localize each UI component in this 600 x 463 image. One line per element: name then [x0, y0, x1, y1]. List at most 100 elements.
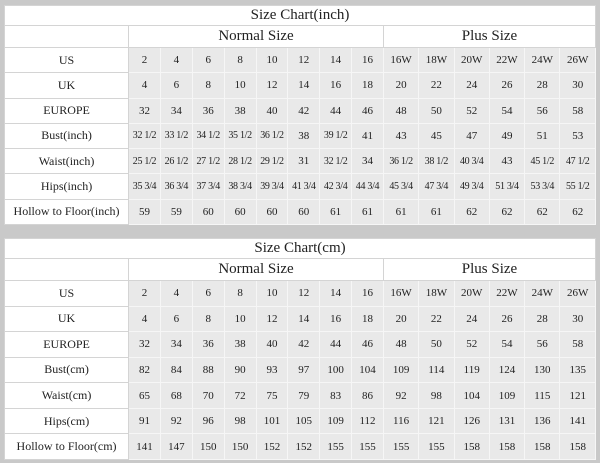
table-cell: 60 [255, 198, 289, 226]
table-row: Waist(inch) 25 1/2 26 1/2 27 1/2 28 1/2 29 1/… [3, 148, 596, 175]
table-cell: 155 [382, 433, 420, 460]
table-cell: 47 1/2 [559, 148, 596, 175]
table-cell: 104 [453, 382, 490, 409]
table-cell: 131 [488, 407, 526, 435]
table-cell: 97 [287, 356, 321, 384]
blank-header [3, 25, 130, 48]
table-cell: 26 1/2 [159, 148, 193, 175]
table-cell: 46 [351, 331, 384, 358]
row-label: Bust(cm) [3, 356, 130, 384]
table-cell: 72 [223, 382, 257, 409]
table-cell: 28 [524, 305, 561, 333]
row-label: Hollow to Floor(inch) [3, 198, 130, 226]
table-cell: 35 1/2 [223, 122, 257, 150]
table-cell: 37 3/4 [191, 173, 225, 200]
table-row: Waist(cm) 65 68 70 72 75 79 83 86 92 98 104 109 115 12… [3, 382, 596, 409]
table-cell: 26W [559, 46, 596, 74]
table-cell: 36 [191, 97, 225, 124]
table-cell: 54 [488, 97, 526, 124]
table-cell: 141 [559, 407, 596, 435]
table-cell: 84 [159, 356, 193, 384]
table-cell: 10 [223, 305, 257, 333]
table-cell: 155 [418, 433, 455, 460]
table-cell: 155 [351, 433, 384, 460]
table-cell: 6 [191, 46, 225, 74]
table-cell: 83 [319, 382, 353, 409]
table-cell: 25 1/2 [128, 148, 161, 175]
table-row: Hollow to Floor(inch) 59 59 60 60 60 60 61 61 61 6… [3, 198, 596, 226]
table-cell: 40 [255, 331, 289, 358]
table-cell: 56 [524, 331, 561, 358]
table-cell: 39 3/4 [255, 173, 289, 200]
table-cell: 2 [128, 280, 161, 307]
table-cell: 158 [559, 433, 596, 460]
row-label: UK [3, 305, 130, 333]
table-cell: 152 [287, 433, 321, 460]
table-cell: 68 [159, 382, 193, 409]
size-table: Size Chart(cm) Normal Size Plus Size US 2 4 6 8… [3, 238, 597, 460]
table-cell: 33 1/2 [159, 122, 193, 150]
table-cell: 135 [559, 356, 596, 384]
table-cell: 42 [287, 331, 321, 358]
table-cell: 41 3/4 [287, 173, 321, 200]
table-row: Bust(inch) 32 1/2 33 1/2 34 1/2 35 1/2 36 1/2… [3, 122, 596, 150]
table-cell: 61 [382, 198, 420, 226]
table-cell: 105 [287, 407, 321, 435]
table-cell: 16W [382, 46, 420, 74]
table-cell: 50 [418, 331, 455, 358]
table-cell: 40 3/4 [453, 148, 490, 175]
table-cell: 34 1/2 [191, 122, 225, 150]
table-cell: 109 [488, 382, 526, 409]
table-cell: 32 [128, 331, 161, 358]
table-cell: 55 1/2 [559, 173, 596, 200]
table-cell: 109 [382, 356, 420, 384]
table-cell: 130 [524, 356, 561, 384]
table-cell: 42 3/4 [319, 173, 353, 200]
table-cell: 93 [255, 356, 289, 384]
table-cell: 48 [382, 331, 420, 358]
table-cell: 49 3/4 [453, 173, 490, 200]
title-row: Size Chart(cm) [4, 238, 596, 259]
size-chart-inch: Size Chart(inch) Normal Size Plus Size US 2 4… [3, 5, 597, 226]
table-cell: 62 [488, 198, 526, 226]
table-cell: 43 [488, 148, 526, 175]
table-cell: 79 [287, 382, 321, 409]
table-cell: 12 [255, 72, 289, 99]
row-label: UK [3, 72, 130, 99]
table-cell: 20 [382, 305, 420, 333]
table-cell: 116 [382, 407, 420, 435]
table-cell: 75 [255, 382, 289, 409]
table-cell: 16 [351, 280, 384, 307]
table-cell: 36 1/2 [255, 122, 289, 150]
table-row: US 2 4 6 8 10 12 14 16 16W 18W 20W 22W 24W 26W [3, 280, 596, 307]
table-row: Bust(cm) 82 84 88 90 93 97 100 104 109 114 119 124 13… [3, 356, 596, 384]
table-cell: 114 [418, 356, 455, 384]
table-cell: 2 [128, 46, 161, 74]
table-cell: 12 [255, 305, 289, 333]
table-cell: 62 [559, 198, 596, 226]
chart-title: Size Chart(inch) [4, 5, 596, 26]
table-row: EUROPE 32 34 36 38 40 42 44 46 48 50 52 54 56 58 [3, 97, 596, 124]
row-label: Bust(inch) [3, 122, 130, 150]
table-cell: 48 [382, 97, 420, 124]
table-cell: 91 [128, 407, 161, 435]
row-label: US [3, 280, 130, 307]
table-cell: 92 [159, 407, 193, 435]
normal-size-header: Normal Size [128, 258, 384, 281]
table-cell: 86 [351, 382, 384, 409]
table-cell: 100 [319, 356, 353, 384]
table-row: US 2 4 6 8 10 12 14 16 16W 18W 20W 22W 24W 26W [3, 46, 596, 74]
table-cell: 22 [418, 305, 455, 333]
table-cell: 34 [159, 331, 193, 358]
table-cell: 155 [319, 433, 353, 460]
table-cell: 58 [559, 97, 596, 124]
table-cell: 16 [351, 46, 384, 74]
table-cell: 44 [319, 97, 353, 124]
row-label: EUROPE [3, 331, 130, 358]
table-cell: 47 [453, 122, 490, 150]
table-cell: 46 [351, 97, 384, 124]
table-cell: 30 [559, 72, 596, 99]
table-cell: 38 [287, 122, 321, 150]
table-cell: 112 [351, 407, 384, 435]
table-cell: 35 3/4 [128, 173, 161, 200]
